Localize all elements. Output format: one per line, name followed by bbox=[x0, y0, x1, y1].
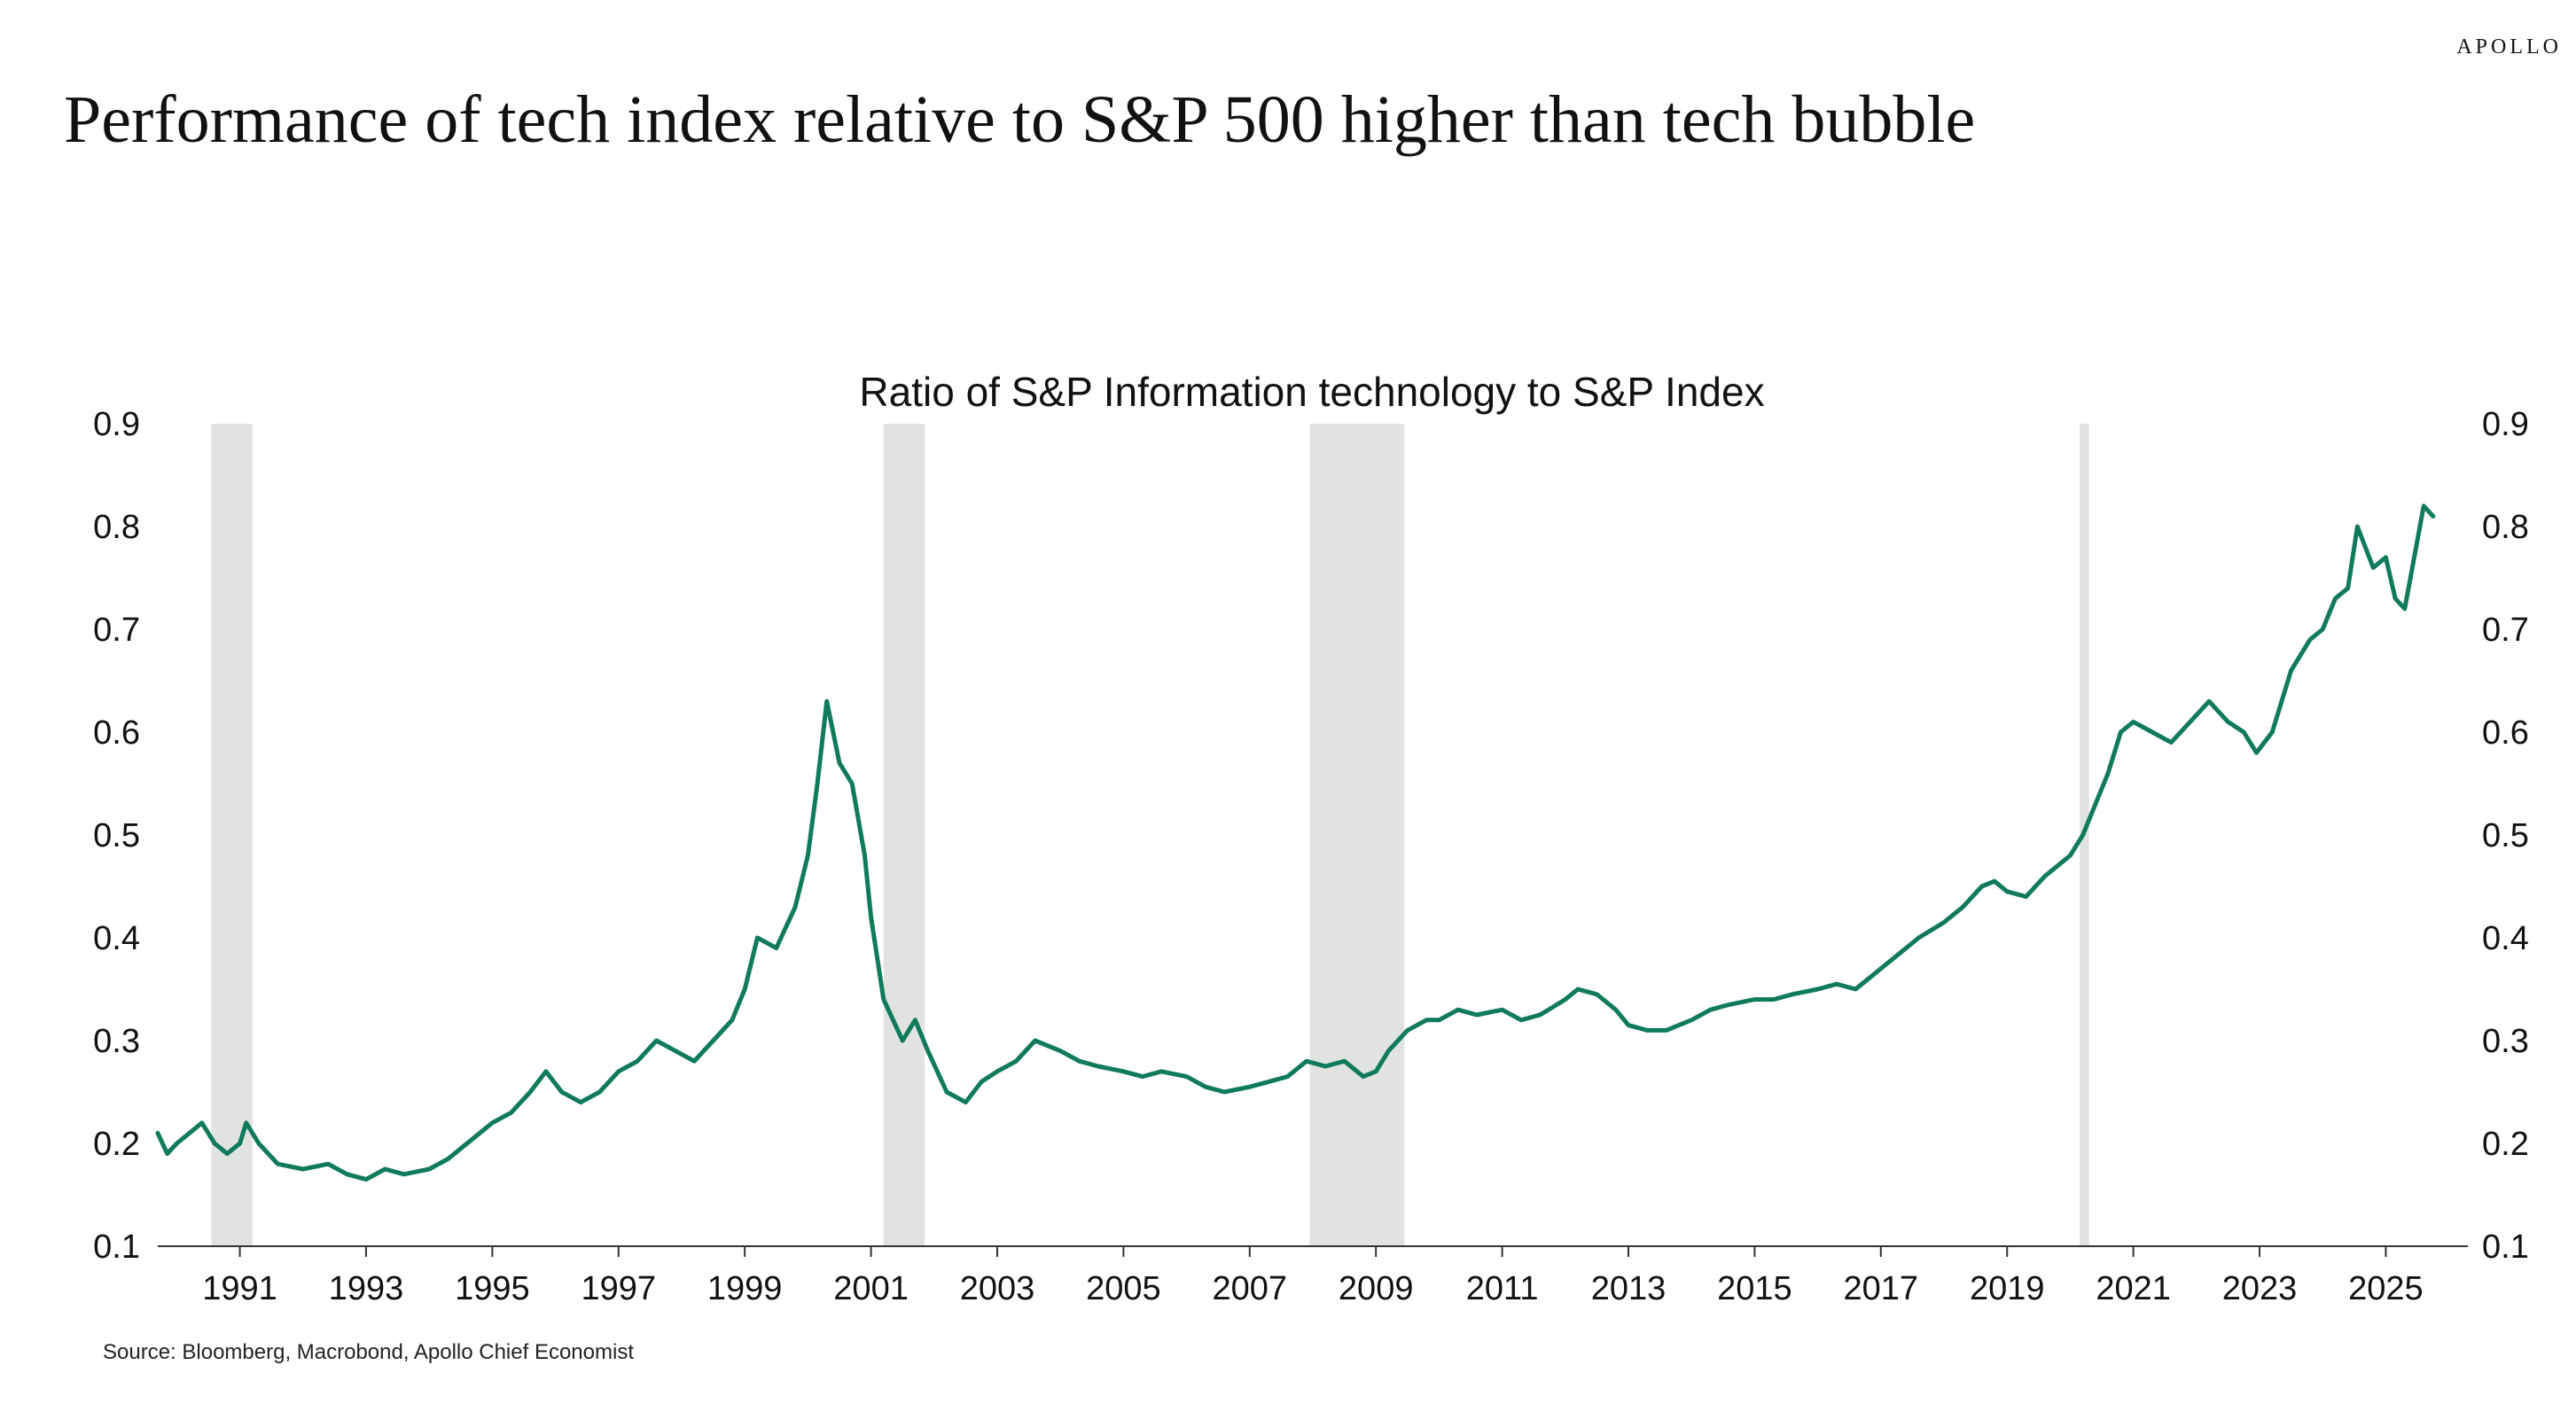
y-tick-label-right: 0.7 bbox=[2482, 612, 2529, 649]
x-tick-label: 2021 bbox=[2096, 1270, 2171, 1307]
x-tick-label: 1999 bbox=[707, 1270, 783, 1307]
y-tick-label-left: 0.4 bbox=[93, 920, 140, 957]
x-tick-label: 2015 bbox=[1717, 1270, 1792, 1307]
series-lines bbox=[155, 503, 2436, 1182]
x-tick-label: 2019 bbox=[1970, 1270, 2045, 1307]
x-tick-label: 2013 bbox=[1591, 1270, 1667, 1307]
x-axis-ticks: 1991 1993 1995 1997 1999 2001 2003 2005 2007 2009… bbox=[202, 1246, 2424, 1307]
y-tick-label-left: 0.9 bbox=[93, 406, 140, 443]
source-note: Source: Bloomberg, Macrobond, Apollo Chi… bbox=[103, 1340, 634, 1364]
x-tick-label: 2011 bbox=[1466, 1270, 1539, 1307]
recession-band-2 bbox=[1309, 424, 1405, 1246]
y-tick-label-right: 0.2 bbox=[2482, 1126, 2529, 1163]
recession-band-0 bbox=[211, 424, 253, 1246]
y-tick-label-left: 0.7 bbox=[93, 612, 140, 649]
y-tick-label-right: 0.6 bbox=[2482, 714, 2529, 752]
y-tick-label-left: 0.6 bbox=[93, 714, 140, 752]
x-tick-label: 2009 bbox=[1339, 1270, 1414, 1307]
y-tick-label-left: 0.8 bbox=[93, 509, 140, 546]
y-tick-label-right: 0.4 bbox=[2482, 920, 2529, 957]
y-tick-label-left: 0.5 bbox=[93, 817, 140, 854]
brand-logo: APOLLO bbox=[2456, 35, 2562, 58]
y-tick-label-left: 0.1 bbox=[93, 1228, 140, 1266]
x-tick-label: 2017 bbox=[1844, 1270, 1919, 1307]
y-tick-label-right: 0.5 bbox=[2482, 817, 2529, 854]
x-tick-label: 1991 bbox=[202, 1270, 277, 1307]
x-tick-label: 2023 bbox=[2222, 1270, 2298, 1307]
y-axis-right: 0.1 0.2 0.3 0.4 0.5 0.6 0.7 0.8 0.9 bbox=[2482, 406, 2529, 1266]
y-tick-label-right: 0.9 bbox=[2482, 406, 2529, 443]
x-tick-label: 2007 bbox=[1213, 1270, 1288, 1307]
y-tick-label-right: 0.8 bbox=[2482, 509, 2529, 546]
series-line-0 bbox=[155, 503, 2436, 1182]
x-tick-label: 1997 bbox=[582, 1270, 657, 1307]
y-tick-label-left: 0.2 bbox=[93, 1126, 140, 1163]
y-tick-label-right: 0.1 bbox=[2482, 1228, 2529, 1266]
y-tick-label-right: 0.3 bbox=[2482, 1023, 2529, 1060]
x-tick-label: 2001 bbox=[833, 1270, 909, 1307]
x-tick-label: 1993 bbox=[329, 1270, 404, 1307]
recession-bands bbox=[211, 424, 2089, 1246]
y-axis-left: 0.1 0.2 0.3 0.4 0.5 0.6 0.7 0.8 0.9 bbox=[93, 406, 140, 1266]
page-title: Performance of tech index relative to S&… bbox=[64, 82, 1976, 157]
chart-title: Ratio of S&P Information technology to S… bbox=[859, 369, 1764, 415]
x-tick-label: 2003 bbox=[960, 1270, 1035, 1307]
y-tick-label-left: 0.3 bbox=[93, 1023, 140, 1060]
recession-band-1 bbox=[883, 424, 925, 1246]
x-tick-label: 2025 bbox=[2348, 1270, 2424, 1307]
x-tick-label: 2005 bbox=[1086, 1270, 1161, 1307]
x-tick-label: 1995 bbox=[455, 1270, 530, 1307]
